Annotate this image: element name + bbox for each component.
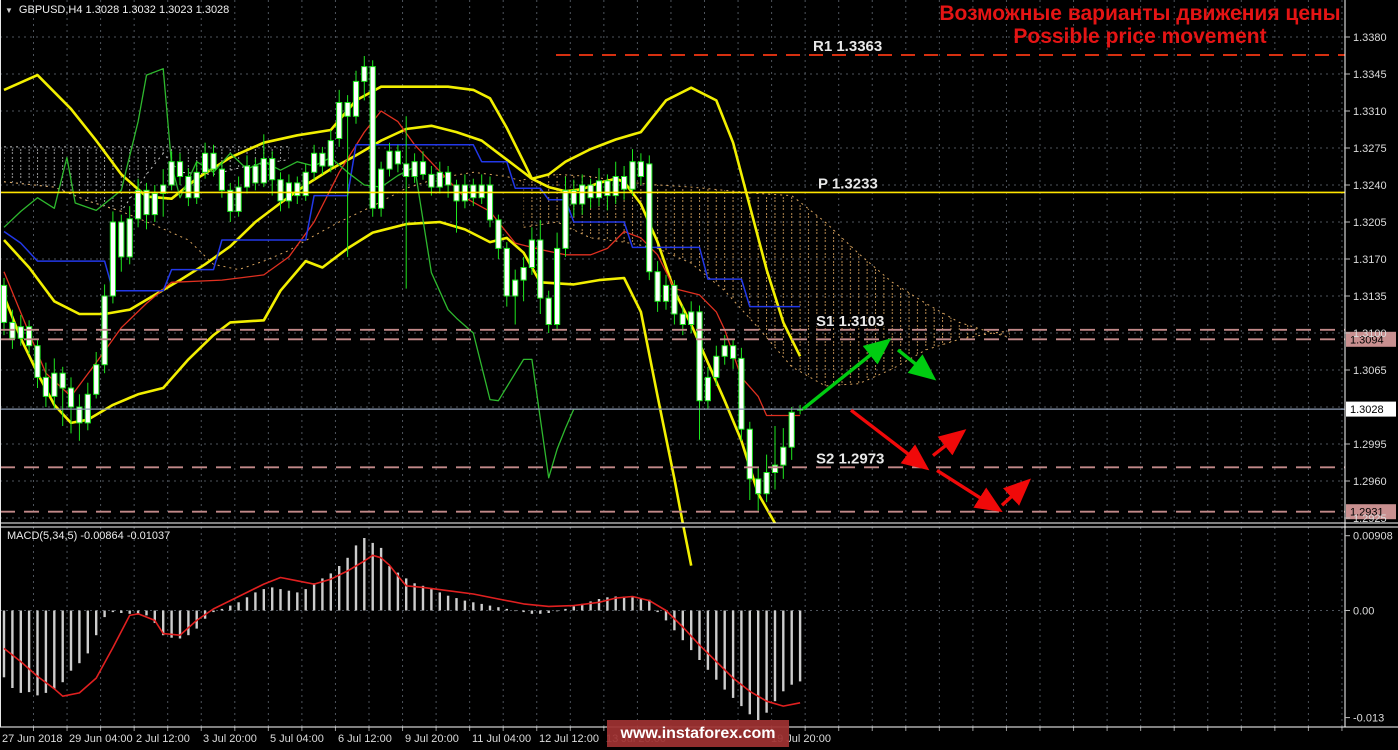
svg-text:1.2995: 1.2995 <box>1353 439 1387 451</box>
svg-text:1.2931: 1.2931 <box>1350 507 1384 519</box>
price-axis: 1.3380 1.3345 1.3310 1.3275 1.3240 1.3205 1.31… <box>1345 32 1393 725</box>
svg-text:27 Jun 2018: 27 Jun 2018 <box>2 733 63 745</box>
svg-text:0.00908: 0.00908 <box>1353 531 1393 543</box>
red-arrow <box>931 429 967 457</box>
svg-text:-0.013: -0.013 <box>1353 713 1384 725</box>
watermark-text: www.instaforex.com <box>620 724 776 742</box>
svg-text:0.00: 0.00 <box>1353 606 1374 618</box>
svg-text:5 Jul 04:00: 5 Jul 04:00 <box>270 733 324 745</box>
svg-text:6 Jul 12:00: 6 Jul 12:00 <box>338 733 392 745</box>
svg-text:11 Jul 04:00: 11 Jul 04:00 <box>472 733 531 745</box>
levels-layer: R1 1.3363 P 1.3233 S1 1.3103 1.3094 1.3028 S2… <box>0 37 1396 520</box>
svg-text:2 Jul 12:00: 2 Jul 12:00 <box>136 733 190 745</box>
svg-text:1.2960: 1.2960 <box>1353 476 1387 488</box>
symbol-ohlc-text: GBPUSD,H4 1.3028 1.3032 1.3023 1.3028 <box>18 4 230 16</box>
axis-badge-1.3094 <box>1346 331 1396 347</box>
level-label-S2: S2 1.2973 <box>816 450 884 467</box>
projection-arrows-layer <box>801 338 1031 513</box>
svg-text:1.3275: 1.3275 <box>1353 143 1387 155</box>
macd-layer <box>2 538 802 721</box>
svg-text:1.3100: 1.3100 <box>1353 328 1387 340</box>
annotation-line-en: Possible price movement <box>1013 25 1267 48</box>
instaforex-watermark: www.instaforex.com <box>607 720 789 747</box>
svg-text:1.3240: 1.3240 <box>1353 180 1387 192</box>
annotation-line-ru: Возможные варианты движения цены <box>939 2 1341 25</box>
svg-text:29 Jun 04:00: 29 Jun 04:00 <box>69 733 133 745</box>
symbol-ohlc-bar: ▼ GBPUSD,H4 1.3028 1.3032 1.3023 1.3028 <box>5 4 229 16</box>
svg-text:1.3065: 1.3065 <box>1353 365 1387 377</box>
axis-badge-1.3028 <box>1346 401 1396 417</box>
svg-text:12 Jul 12:00: 12 Jul 12:00 <box>539 733 599 745</box>
red-arrow <box>849 408 930 471</box>
price-movement-annotation: Возможные варианты движения цены Possibl… <box>880 2 1398 48</box>
svg-text:1.2925: 1.2925 <box>1353 513 1387 525</box>
svg-text:1.3310: 1.3310 <box>1353 106 1387 118</box>
level-label-P: P 1.3233 <box>818 175 878 192</box>
svg-text:3 Jul 20:00: 3 Jul 20:00 <box>203 733 257 745</box>
green-arrow <box>801 338 892 411</box>
axis-badge-1.2931 <box>1346 504 1396 520</box>
svg-text:1.3380: 1.3380 <box>1353 32 1387 44</box>
level-label-R1: R1 1.3363 <box>813 38 882 55</box>
svg-text:9 Jul 20:00: 9 Jul 20:00 <box>405 733 459 745</box>
red-arrow <box>936 468 1003 513</box>
svg-text:1.3205: 1.3205 <box>1353 217 1387 229</box>
green-arrow <box>896 348 937 381</box>
svg-text:1.3170: 1.3170 <box>1353 254 1387 266</box>
grid-layer <box>0 0 1345 731</box>
red-arrow <box>1000 478 1031 507</box>
triangle-down-icon: ▼ <box>5 5 13 15</box>
level-label-S1: S1 1.3103 <box>816 313 884 330</box>
svg-text:1.3135: 1.3135 <box>1353 291 1387 303</box>
svg-text:1.3094: 1.3094 <box>1350 334 1384 346</box>
candles-layer <box>0 56 804 511</box>
svg-text:1.3028: 1.3028 <box>1350 404 1384 416</box>
macd-indicator-label: MACD(5,34,5) -0.00864 -0.01037 <box>7 530 171 542</box>
svg-text:1.3345: 1.3345 <box>1353 69 1387 81</box>
